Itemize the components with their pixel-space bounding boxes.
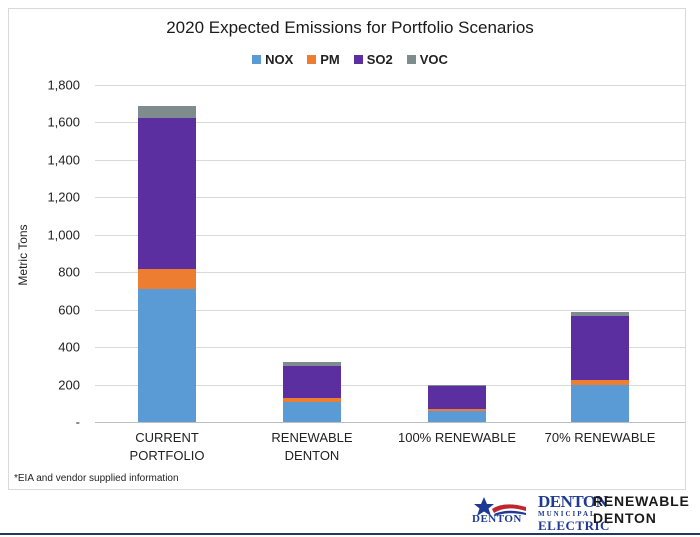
y-tick-label: 600: [58, 302, 80, 318]
legend-label-voc: VOC: [419, 52, 448, 67]
y-tick-label: 1,400: [47, 152, 80, 168]
gridline: [95, 384, 685, 386]
y-tick-label: 400: [58, 339, 80, 355]
renewable-denton-line1: RENEWABLE: [593, 493, 690, 509]
gridline: [95, 197, 685, 199]
bar-segment-pm: [571, 379, 629, 385]
y-tick-label: 200: [58, 377, 80, 393]
chart-title: 2020 Expected Emissions for Portfolio Sc…: [166, 18, 534, 37]
legend-label-so2: SO2: [366, 52, 393, 67]
legend-swatch-pm: [307, 55, 317, 64]
bar-segment-nox: [571, 384, 629, 422]
y-tick-label: 800: [58, 264, 80, 280]
renewable-denton-line2: DENTON: [593, 510, 657, 526]
bar-segment-voc: [138, 105, 196, 118]
dme-logo-top: DENTON: [538, 492, 608, 511]
bar-segment-pm: [283, 397, 341, 403]
y-tick-label: -: [75, 414, 80, 430]
gridline: [95, 122, 685, 124]
footer-rule: [0, 533, 700, 535]
bar-segment-voc: [283, 362, 341, 366]
legend-item-voc: VOC: [406, 52, 448, 67]
gridline: [95, 159, 685, 161]
dme-logo-bottom: ELECTRIC: [538, 518, 610, 533]
y-tick-label: 1,200: [47, 189, 80, 205]
chart-frame: [8, 8, 686, 490]
renewable-denton-logo: RENEWABLE DENTON: [593, 493, 690, 527]
legend-item-nox: NOX: [252, 52, 293, 67]
gridline: [95, 272, 685, 274]
gridline: [95, 234, 685, 236]
y-axis-label: Metric Tons: [16, 224, 30, 286]
denton-municipal-electric-logo: DENTON MUNICIPAL ELECTRIC: [538, 493, 610, 532]
x-tick-label: RENEWABLE DENTON: [271, 430, 353, 463]
y-tick-label: 1,600: [47, 114, 80, 130]
bar-segment-pm: [428, 408, 486, 411]
legend-swatch-voc: [406, 55, 416, 64]
legend-swatch-so2: [353, 55, 363, 64]
legend-label-pm: PM: [320, 52, 340, 67]
gridline: [95, 347, 685, 349]
bar-segment-nox: [283, 402, 341, 422]
x-axis-line: [95, 422, 685, 423]
bar-segment-voc: [428, 384, 486, 387]
bar-segment-so2: [138, 117, 196, 270]
x-tick-label: 100% RENEWABLE: [397, 430, 516, 445]
bar-segment-nox: [138, 289, 196, 422]
bar-segment-nox: [428, 410, 486, 422]
x-tick-label: CURRENT PORTFOLIO: [129, 430, 205, 463]
gridline: [95, 309, 685, 311]
bar-segment-so2: [571, 316, 629, 380]
city-of-denton-star-icon: [474, 497, 526, 516]
bar-segment-so2: [428, 386, 486, 409]
footnote: *EIA and vendor supplied information: [14, 473, 179, 484]
city-of-denton-logo-text: DENTON: [472, 513, 522, 525]
bar-segment-so2: [283, 365, 341, 398]
legend-label-nox: NOX: [265, 52, 294, 67]
bar-segment-pm: [138, 269, 196, 290]
chart-legend: NOX PM SO2 VOC: [0, 52, 700, 67]
dme-logo-sub: MUNICIPAL: [538, 510, 597, 518]
gridline: [95, 85, 685, 86]
x-tick-label: 70% RENEWABLE: [544, 430, 656, 445]
legend-item-so2: SO2: [353, 52, 393, 67]
y-tick-label: 1,000: [47, 227, 80, 243]
bar-segment-voc: [571, 311, 629, 317]
y-tick-label: 1,800: [47, 77, 80, 93]
legend-swatch-nox: [252, 55, 262, 64]
legend-item-pm: PM: [307, 52, 340, 67]
